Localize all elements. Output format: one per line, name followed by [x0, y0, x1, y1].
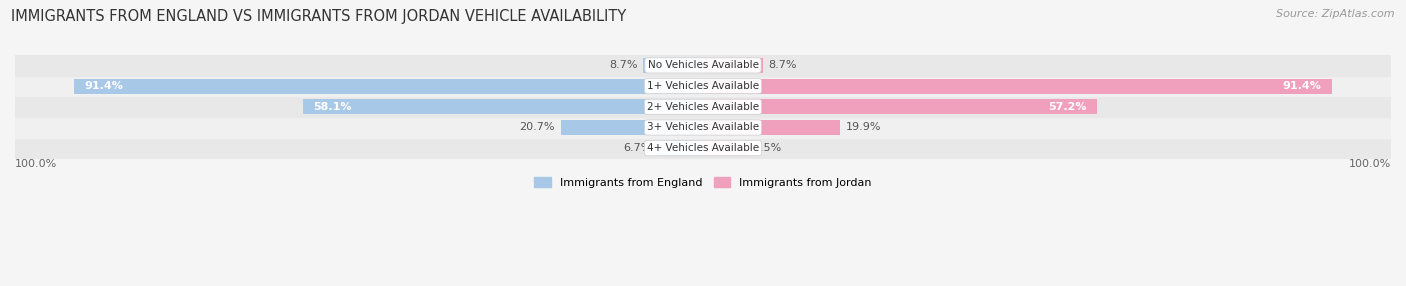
Bar: [15, 117, 1391, 138]
Text: 91.4%: 91.4%: [84, 81, 124, 91]
Bar: [703, 58, 763, 73]
Bar: [657, 141, 703, 156]
Bar: [15, 96, 1391, 117]
Bar: [15, 138, 1391, 158]
Text: 100.0%: 100.0%: [15, 158, 58, 168]
Bar: [703, 99, 1097, 114]
Text: 6.7%: 6.7%: [623, 143, 651, 153]
Bar: [75, 79, 703, 94]
Text: 6.5%: 6.5%: [754, 143, 782, 153]
Text: 19.9%: 19.9%: [845, 122, 882, 132]
Text: 58.1%: 58.1%: [314, 102, 352, 112]
Bar: [703, 141, 748, 156]
Text: 100.0%: 100.0%: [1348, 158, 1391, 168]
Bar: [703, 79, 1331, 94]
Text: 1+ Vehicles Available: 1+ Vehicles Available: [647, 81, 759, 91]
Text: 3+ Vehicles Available: 3+ Vehicles Available: [647, 122, 759, 132]
Bar: [561, 120, 703, 135]
Text: No Vehicles Available: No Vehicles Available: [648, 60, 758, 70]
Bar: [643, 58, 703, 73]
Text: 57.2%: 57.2%: [1047, 102, 1087, 112]
Text: 2+ Vehicles Available: 2+ Vehicles Available: [647, 102, 759, 112]
Bar: [703, 120, 839, 135]
Legend: Immigrants from England, Immigrants from Jordan: Immigrants from England, Immigrants from…: [530, 173, 876, 192]
Bar: [304, 99, 703, 114]
Bar: [15, 55, 1391, 76]
Text: 8.7%: 8.7%: [768, 60, 797, 70]
Text: IMMIGRANTS FROM ENGLAND VS IMMIGRANTS FROM JORDAN VEHICLE AVAILABILITY: IMMIGRANTS FROM ENGLAND VS IMMIGRANTS FR…: [11, 9, 627, 23]
Text: 8.7%: 8.7%: [609, 60, 638, 70]
Text: 4+ Vehicles Available: 4+ Vehicles Available: [647, 143, 759, 153]
Text: 20.7%: 20.7%: [520, 122, 555, 132]
Text: 91.4%: 91.4%: [1282, 81, 1322, 91]
Text: Source: ZipAtlas.com: Source: ZipAtlas.com: [1277, 9, 1395, 19]
Bar: [15, 76, 1391, 96]
